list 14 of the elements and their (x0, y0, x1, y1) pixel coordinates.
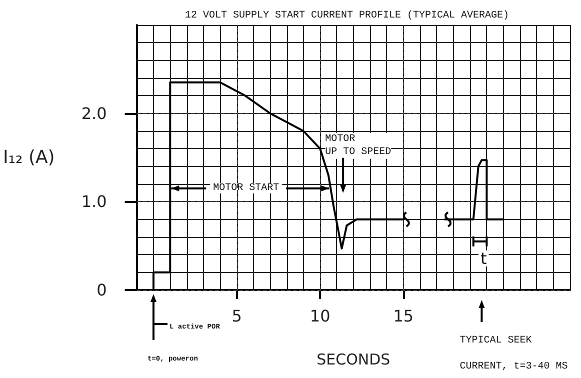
annotation: MOTOR START (213, 182, 280, 194)
y-tick-label: 1.0 (81, 192, 107, 212)
x-tick-label: 10 (310, 306, 330, 326)
x-axis-title: SECONDS (316, 350, 390, 368)
text: TYPICAL SEEK (460, 336, 532, 346)
annotation: t (480, 248, 487, 268)
y-tick-label: 2.0 (81, 104, 107, 123)
chart-title: 12 VOLT SUPPLY START CURRENT PROFILE (TYPICAL AVERAGE) (184, 10, 510, 22)
y-axis-title: I₁₂ (A) (2, 147, 55, 168)
y-tick-label: 0 (96, 280, 107, 300)
annotation: MOTOR UP TO SPEED (325, 134, 392, 158)
x-tick-label: 5 (232, 306, 242, 326)
text: CURRENT, t=3-40 MS (460, 362, 568, 372)
x-tick-label: 15 (393, 306, 414, 326)
